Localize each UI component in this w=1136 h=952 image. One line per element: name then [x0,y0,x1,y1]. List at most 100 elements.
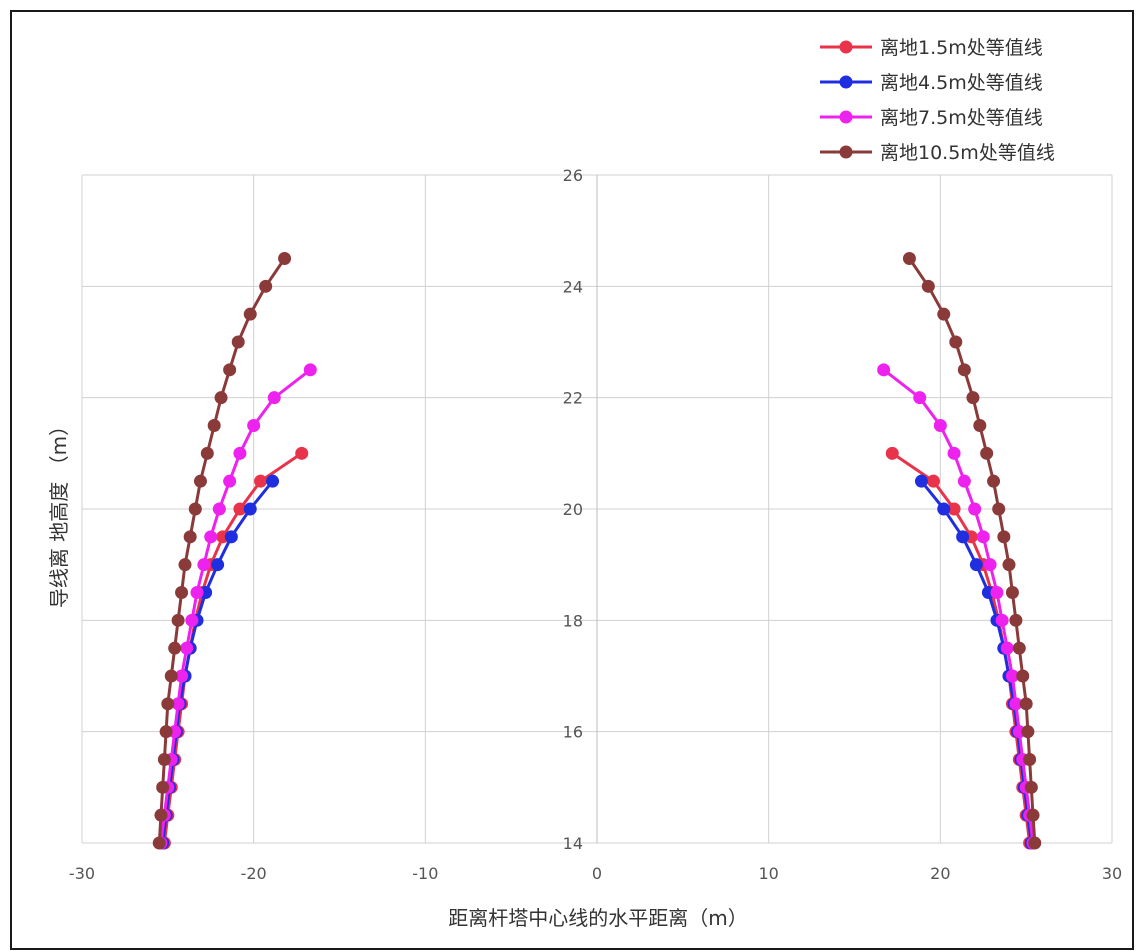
data-point [178,558,192,572]
x-axis-title: 距离杆塔中心线的水平距离（m） [448,906,747,930]
data-point [885,446,899,460]
data-point [937,502,951,516]
data-point [1012,641,1026,655]
data-point [278,252,292,265]
data-point [877,363,891,377]
data-point [233,446,247,460]
data-point [968,502,982,516]
y-tick-label: 16 [563,723,583,742]
legend-swatch-marker [839,40,853,54]
data-point [957,363,971,377]
legend-item-4: 离地10.5m处等值线 [820,142,1055,164]
y-tick-label: 18 [563,611,583,630]
y-tick-label: 24 [563,277,583,296]
data-point [188,502,202,516]
x-tick-label: -30 [69,864,95,883]
data-point [973,419,987,432]
data-point [947,446,961,460]
data-point [180,641,194,655]
data-point [211,558,225,572]
data-point [966,391,980,405]
data-point [992,502,1006,516]
data-point [957,474,971,488]
data-point [223,363,237,377]
data-point [157,753,171,766]
series-4 [152,252,1042,850]
y-tick-label: 20 [563,500,583,519]
data-point [207,419,221,432]
data-point [267,391,281,405]
y-tick-label: 26 [563,166,583,185]
x-tick-label: -10 [412,864,438,883]
data-point [185,613,199,627]
data-point [295,446,309,460]
data-point [926,474,940,488]
y-axis-title: 导线离 地高度 （m） [47,416,71,608]
data-point [997,530,1011,544]
data-point [171,697,185,711]
data-point [152,836,166,850]
data-point [976,530,990,544]
data-point [1005,586,1019,599]
series-layer [152,252,1042,850]
legend-swatch-marker [839,110,853,124]
data-point [1000,641,1014,655]
legend-item-2: 离地4.5m处等值线 [820,72,1043,94]
data-point [175,669,189,683]
data-point [303,363,317,377]
data-point [1009,613,1023,627]
data-point [902,252,916,265]
x-tick-label: 30 [1102,864,1122,883]
x-tick-label: 0 [592,864,602,883]
data-point [243,502,257,516]
data-point [168,641,182,655]
data-point [947,502,961,516]
legend-label: 离地10.5m处等值线 [880,142,1055,164]
series-line-left [157,257,286,844]
data-point [247,419,261,432]
data-point [949,335,963,349]
data-point [1021,725,1035,739]
data-point [164,669,178,683]
data-point [156,780,170,794]
data-point [204,530,218,544]
data-point [154,808,168,822]
data-point [190,586,204,599]
data-point [243,307,257,321]
data-point [254,474,268,488]
legend-swatch-marker [839,75,853,89]
legend-label: 离地7.5m处等值线 [880,107,1043,129]
data-point [987,474,1001,488]
data-point [197,558,211,572]
series-line-left [159,368,312,844]
series-line-right [908,257,1037,844]
data-point [937,307,951,321]
grid [81,174,1113,844]
data-point [980,446,994,460]
y-axis-ticks: 14 16 18 20 22 24 26 [563,166,583,853]
legend: 离地1.5m处等值线离地4.5m处等值线离地7.5m处等值线离地10.5m处等值… [820,37,1055,164]
legend-item-3: 离地7.5m处等值线 [820,107,1043,129]
x-tick-label: -20 [241,864,267,883]
data-point [990,586,1004,599]
data-point [969,558,983,572]
data-point [233,502,247,516]
series-line-right [882,368,1035,844]
data-point [200,446,214,460]
legend-swatch-marker [839,145,853,159]
data-point [1028,836,1042,850]
data-point [1016,669,1030,683]
data-point [921,279,935,293]
data-point [231,335,245,349]
data-point [259,279,273,293]
data-point [995,613,1009,627]
data-point [223,474,237,488]
data-point [1005,669,1019,683]
data-point [212,502,226,516]
data-point [933,419,947,432]
data-point [914,474,928,488]
data-point [1024,780,1038,794]
y-tick-label: 14 [563,834,583,853]
legend-label: 离地1.5m处等值线 [880,37,1043,59]
data-point [224,530,238,544]
